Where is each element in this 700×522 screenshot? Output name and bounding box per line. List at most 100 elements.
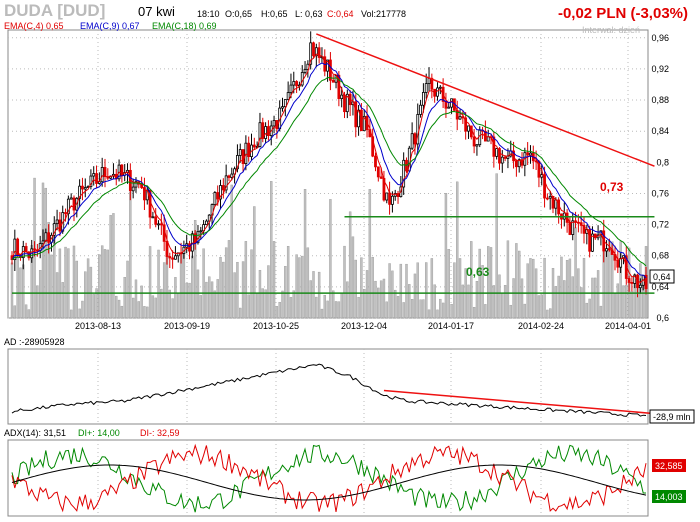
volume-bar [95,288,98,319]
volume-bar [377,287,380,319]
volume-bar [112,213,115,319]
volume-bar [495,173,498,319]
volume-bar [72,245,76,319]
volume-bar [69,309,73,319]
volume-bar [244,241,248,319]
candle-body [526,152,530,156]
volume-bar [177,293,180,319]
candle-body [371,136,375,157]
candle-body [495,148,499,157]
ema-18-line [11,76,647,267]
volume-bar [199,295,202,319]
volume-bar [382,278,386,319]
x-tick-label: 2014-04-01 [605,321,651,331]
volume-bar [154,297,157,319]
volume-bar [13,305,17,319]
candle-body [221,185,225,191]
di-minus-value-box [652,459,686,472]
volume-bar [408,284,411,319]
volume-bar [498,274,501,319]
volume-bar [608,240,611,319]
candle-body [16,238,20,256]
volume-bar [233,272,236,319]
candle-body [427,77,431,85]
volume-bar [148,246,152,319]
candle-body [514,160,518,168]
candle-body [230,173,234,178]
change-label: -0,02 PLN (-3,03%) [558,5,688,22]
ad-panel-frame [7,348,649,425]
volume-bar [301,255,304,319]
candle-body [390,195,394,205]
volume-bar [241,261,245,319]
candles [10,31,648,298]
volume-bar [512,278,515,319]
volume-bar [272,241,276,319]
volume-bar [399,263,403,319]
volume-bar [306,247,310,319]
volume-bar [98,254,101,319]
volume-bar [363,289,366,319]
volume-bar [537,295,541,319]
y-tick-label: 0,72 [651,220,669,230]
volume-bar [413,273,417,319]
candle-body [295,81,298,87]
volume-bar [275,306,279,319]
ema-9-line [11,62,647,279]
volume-bar [131,297,135,319]
volume-bar [326,300,329,319]
volume-bar [292,290,295,319]
volume-bar [216,279,219,319]
volume-bar [213,290,217,319]
candle-body [264,126,268,139]
volume-bar [278,301,281,319]
volume-bar [419,299,422,319]
candle-body [171,257,175,260]
volume-bar [188,282,191,319]
trend-line [316,33,655,167]
candle-body [312,42,315,57]
volume-bar [309,280,312,319]
volume-bar [247,294,250,319]
volume-bar [543,257,546,319]
candle-body [382,177,386,201]
volume-bar [162,262,166,319]
y-tick-label: 0,6 [656,313,669,323]
volume-bar [354,259,357,319]
volume-bar [360,257,363,319]
volume-bar [295,254,298,319]
volume-bar [109,215,112,319]
candle-body [309,42,313,65]
volume-bar [379,280,383,319]
candle-body [44,232,48,242]
candle-body [517,159,521,168]
di-plus-value-box [652,490,686,503]
candle-body [157,223,160,226]
volume-bar [441,302,445,319]
y-tick-label: 0,8 [656,157,669,167]
volume-bar [137,301,141,319]
y-tick-label: 0,88 [651,95,669,105]
candle-body [472,136,476,147]
candle-body [131,186,135,192]
low-label: L: 0,63 [295,9,323,19]
candle-body [424,83,428,93]
candle-body [33,248,36,251]
volume-bar [599,305,603,319]
volume-bar [103,249,107,319]
volume-bar [481,265,484,319]
volume-bar [24,304,28,319]
candle-body [205,220,208,225]
candle-body [92,173,96,177]
volume-bar [36,285,39,319]
candle-body [236,155,239,170]
volume-bar [546,309,549,319]
x-tick-label: 2014-02-24 [518,321,564,331]
volume-bar [22,264,25,319]
ad-series-line [11,363,647,417]
volume-bar [205,281,208,319]
di-plus-label: DI+: 14,00 [78,428,120,438]
volume-label: Vol:217778 [361,9,406,19]
volume-bar [126,260,129,319]
volume-bar [67,248,70,319]
